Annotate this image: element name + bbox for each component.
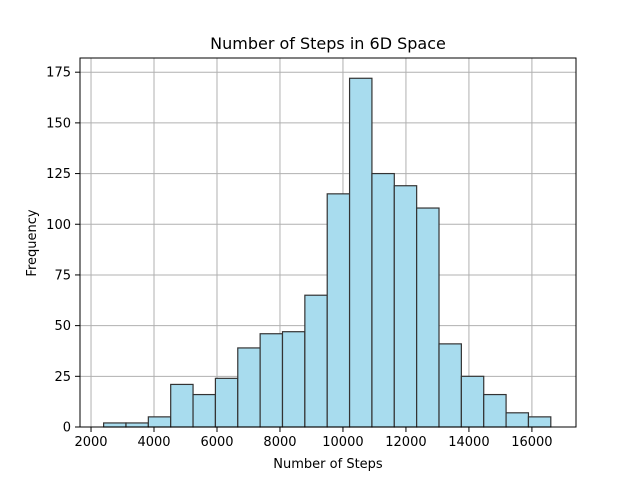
histogram-bar (125, 422, 149, 428)
histogram-bar (147, 416, 172, 428)
y-axis-label: Frequency (25, 209, 40, 276)
histogram-bar (192, 393, 217, 428)
y-tick-label: 100 (46, 218, 71, 233)
y-tick-label: 125 (46, 167, 71, 182)
x-tick-label: 4000 (137, 435, 170, 450)
y-tick-label: 75 (54, 268, 71, 283)
x-tick-label: 10000 (322, 435, 363, 450)
histogram-bar (483, 393, 507, 428)
y-tick-label: 175 (46, 66, 71, 81)
y-tick-label: 50 (54, 319, 71, 334)
histogram-bar (214, 377, 239, 428)
histogram-bar (527, 416, 552, 428)
histogram-bars (103, 77, 552, 428)
x-tick-label: 14000 (448, 435, 489, 450)
histogram-bar (304, 294, 328, 428)
chart-title: Number of Steps in 6D Space (210, 34, 446, 53)
plot-frame (79, 57, 577, 428)
histogram-bar (460, 375, 485, 428)
x-tick-label: 6000 (200, 435, 233, 450)
histogram-bar (259, 333, 284, 428)
axis-ticks: 2000 4000 6000 8000 10000 12000 14000 16000 0 25 5… (46, 66, 552, 450)
x-axis-label: Number of Steps (273, 457, 383, 472)
x-tick-label: 16000 (511, 435, 552, 450)
y-tick-label: 150 (46, 116, 71, 131)
histogram-bar (103, 422, 127, 428)
histogram-bar (326, 193, 351, 428)
histogram-bar (505, 412, 530, 428)
histogram-bar (348, 77, 373, 428)
histogram-bar (281, 331, 306, 428)
x-tick-label: 12000 (385, 435, 426, 450)
x-tick-label: 2000 (74, 435, 107, 450)
x-tick-label: 8000 (263, 435, 296, 450)
histogram-bar (371, 172, 395, 428)
y-tick-label: 25 (54, 370, 71, 385)
histogram-bar (393, 185, 418, 428)
histogram-bar (416, 207, 440, 428)
y-tick-label: 0 (63, 421, 71, 436)
histogram-bar (170, 383, 194, 428)
histogram-bar (237, 347, 261, 428)
histogram-bar (438, 343, 462, 428)
